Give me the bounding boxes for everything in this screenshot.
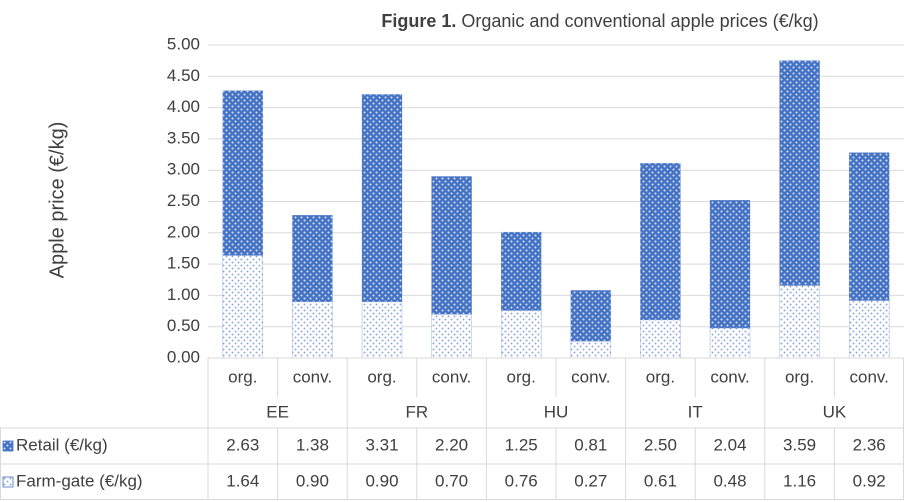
chart-title: Figure 1. Organic and conventional apple…	[381, 11, 818, 31]
bar-segment	[361, 94, 403, 302]
bar-segment	[570, 340, 612, 359]
group-label: EE	[266, 402, 289, 421]
bar-segment	[361, 301, 403, 359]
y-tick-label: 4.00	[167, 97, 200, 116]
y-axis-label: Apple price (€/kg)	[46, 122, 68, 279]
table-value: 0.76	[505, 471, 538, 490]
y-tick-label: 1.50	[167, 254, 200, 273]
table-value: 1.64	[226, 471, 259, 490]
table-value: 1.25	[505, 435, 538, 454]
x-tick-label: org.	[785, 367, 814, 386]
group-label: HU	[544, 402, 569, 421]
group-label: IT	[688, 402, 703, 421]
table-value: 2.04	[713, 435, 746, 454]
table-value: 0.27	[574, 471, 607, 490]
table-value: 0.90	[365, 471, 398, 490]
y-tick-label: 1.00	[167, 285, 200, 304]
bar-segment	[779, 60, 820, 286]
bar-segment	[500, 310, 542, 359]
y-tick-label: 0.50	[167, 316, 200, 335]
bar-segment	[431, 176, 472, 315]
y-tick-label: 2.50	[167, 191, 200, 210]
title-text: Organic and conventional apple prices (€…	[461, 11, 818, 31]
table-value: 2.36	[853, 435, 886, 454]
bar-segment	[570, 290, 612, 342]
table-value: 3.31	[365, 435, 398, 454]
table-value: 3.59	[783, 435, 816, 454]
bar-segment	[848, 152, 890, 301]
y-tick-label: 0.00	[167, 347, 200, 366]
table-value: 1.16	[783, 471, 816, 490]
bar-segment	[222, 255, 264, 359]
table-value: 0.70	[435, 471, 468, 490]
legend-key	[2, 440, 14, 452]
table-value: 2.50	[644, 435, 677, 454]
bar-segment	[222, 90, 264, 256]
y-tick-label: 5.00	[167, 34, 200, 53]
legend-label: Farm-gate (€/kg)	[16, 471, 143, 490]
bar-segment	[779, 285, 820, 359]
x-tick-label: org.	[228, 367, 257, 386]
x-tick-label: org.	[367, 367, 396, 386]
table-value: 2.63	[226, 435, 259, 454]
bar-segment	[431, 313, 472, 359]
y-tick-label: 2.00	[167, 222, 200, 241]
y-tick-label: 4.50	[167, 66, 200, 85]
figure-label: Figure 1.	[381, 11, 456, 31]
bar-segment	[292, 301, 333, 359]
x-tick-label: org.	[507, 367, 536, 386]
legend-label: Retail (€/kg)	[16, 435, 108, 454]
x-tick-label: conv.	[432, 367, 471, 386]
legend-key	[2, 476, 14, 488]
table-value: 0.81	[574, 435, 607, 454]
table-value: 0.90	[296, 471, 329, 490]
bar-segment	[500, 231, 542, 311]
table-value: 1.38	[296, 435, 329, 454]
x-tick-label: conv.	[571, 367, 610, 386]
bar-segment	[709, 327, 751, 359]
x-tick-label: conv.	[293, 367, 332, 386]
x-tick-label: org.	[646, 367, 675, 386]
bar-segment	[292, 215, 333, 302]
bar-segment	[640, 319, 681, 359]
group-label: FR	[405, 402, 428, 421]
bar-segment	[709, 199, 751, 329]
bar-segment	[640, 163, 681, 321]
group-label: UK	[823, 402, 847, 421]
bar-segment	[848, 300, 890, 359]
table-value: 0.61	[644, 471, 677, 490]
x-tick-label: conv.	[850, 367, 889, 386]
table-value: 0.92	[853, 471, 886, 490]
x-tick-label: conv.	[710, 367, 749, 386]
table-value: 0.48	[713, 471, 746, 490]
y-tick-label: 3.50	[167, 128, 200, 147]
y-tick-label: 3.00	[167, 160, 200, 179]
table-value: 2.20	[435, 435, 468, 454]
